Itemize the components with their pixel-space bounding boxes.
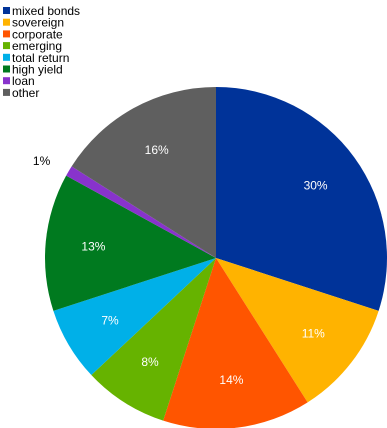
legend-swatch-emerging <box>3 42 10 50</box>
legend-swatch-mixed-bonds <box>3 7 10 14</box>
pie-slice-sovereign <box>216 258 379 403</box>
legend-swatch-high-yield <box>3 65 10 73</box>
data-label-other: 16% <box>145 143 169 157</box>
legend-label-total-return: total return <box>12 51 69 65</box>
legend-label-other: other <box>12 86 39 100</box>
data-label-emerging: 8% <box>141 355 159 369</box>
data-label-mixed-bonds: 30% <box>304 179 328 193</box>
chart-legend: mixed bondssovereigncorporateemergingtot… <box>3 4 80 100</box>
pie-data-labels: 30% 11% 14% 8% 7% 13% 1% 16% <box>33 143 328 387</box>
data-label-corporate: 14% <box>219 373 243 387</box>
pie-slice-corporate <box>163 258 308 428</box>
legend-swatch-other <box>3 88 10 96</box>
pie-slice-emerging <box>91 258 216 421</box>
legend-label-loan: loan <box>12 74 35 88</box>
pie-slice-high-yield <box>44 175 216 311</box>
data-label-high-yield: 13% <box>81 239 105 253</box>
legend-swatch-loan <box>3 77 10 85</box>
legend-label-mixed-bonds: mixed bonds <box>12 4 80 18</box>
data-label-loan: 1% <box>33 154 51 168</box>
legend-label-sovereign: sovereign <box>12 16 64 30</box>
legend-label-emerging: emerging <box>12 39 62 53</box>
data-label-total-return: 7% <box>101 314 119 328</box>
legend-label-high-yield: high yield <box>12 63 63 77</box>
legend-swatch-corporate <box>3 30 10 38</box>
pie-slices <box>44 86 387 428</box>
pie-slice-loan <box>66 166 217 258</box>
pie-slice-other <box>71 86 216 258</box>
legend-swatch-sovereign <box>3 18 10 26</box>
pie-slice-mixed-bonds <box>216 87 387 311</box>
pie-slice-total-return <box>53 258 216 376</box>
legend-label-corporate: corporate <box>12 27 63 41</box>
legend-swatch-total-return <box>3 53 10 61</box>
data-label-sovereign: 11% <box>302 326 325 340</box>
